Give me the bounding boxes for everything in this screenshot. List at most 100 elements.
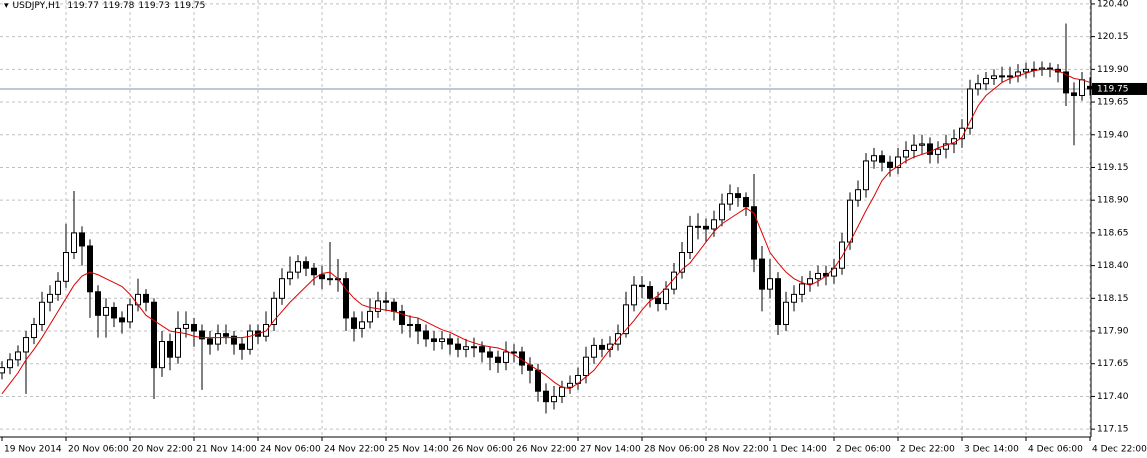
candle-body [231,335,237,345]
candle-body [359,321,365,329]
candle-body [551,395,557,403]
x-tick-label: 3 Dec 14:00 [964,445,1019,455]
candle-body [271,297,277,325]
candle-body [479,346,485,353]
candle-body [143,293,149,303]
candle-body [0,367,5,374]
y-tick-label: 117.90 [1097,327,1129,337]
candle-body [727,193,733,205]
candle-body [679,252,685,273]
candle-body [871,155,877,162]
header-low: 119.73 [138,1,170,11]
x-tick-label: 25 Nov 14:00 [388,445,449,455]
candle-body [215,333,221,345]
candle-body [927,143,933,155]
candle-body [799,283,805,295]
candle-body [935,148,941,155]
candle-body [495,356,501,363]
candle-body [207,338,213,345]
candle-body [767,278,773,290]
candle-body [223,333,229,337]
candle-body [559,386,565,397]
candle-body [167,340,173,358]
x-tick-label: 24 Nov 06:00 [260,445,321,455]
y-tick-label: 117.15 [1097,425,1129,435]
candle-body [79,232,85,247]
header-icon: ▾ [4,1,9,11]
x-tick-label: 2 Dec 06:00 [836,445,891,455]
x-tick-label: 19 Nov 2014 [4,445,62,455]
candle-body [31,323,37,339]
candle-body [295,261,301,273]
candle-body [47,293,53,303]
candle-body [511,351,517,354]
candle-body [879,155,885,163]
candle-body [775,278,781,325]
candle-body [655,297,661,305]
candle-body [1071,92,1077,97]
candle-body [343,278,349,319]
candle-body [39,301,45,325]
candle-body [591,344,597,358]
candle-body [743,197,749,208]
chart-header: ▾ USDJPY,H1 119.77 119.78 119.73 119.75 [4,1,209,11]
x-tick-label: 28 Nov 06:00 [644,445,705,455]
y-tick-label: 117.40 [1097,392,1129,402]
candle-body [1079,79,1085,97]
candle-body [191,323,197,332]
moving-average [1,68,1091,395]
candle-body [319,274,325,280]
candle-body [119,317,125,323]
candle-body [647,286,653,299]
candle-body [663,288,669,305]
y-tick-label: 118.65 [1097,228,1129,238]
y-tick-label: 119.15 [1097,163,1129,173]
candle-body [783,301,789,325]
symbol: USDJPY,H1 [12,1,61,11]
header-close: 119.75 [173,1,206,11]
candle-body [391,301,397,312]
candle-body [895,156,901,168]
candle-body [847,199,853,243]
candle-body [63,252,69,282]
candle-body [55,280,61,295]
candle-body [471,346,477,349]
candle-body [791,293,797,303]
y-tick-label: 119.40 [1097,130,1129,140]
candle-body [303,261,309,269]
candle-body [543,390,549,403]
candle-body [919,143,925,146]
candle-body [175,327,181,358]
header-high: 119.78 [102,1,135,11]
y-tick-label: 119.65 [1097,98,1129,108]
candle-body [599,344,605,350]
candle-body [671,271,677,290]
y-tick-label: 117.65 [1097,359,1129,369]
candle-body [199,330,205,340]
candle-body [695,225,701,228]
candle-body [327,278,333,281]
candle-body [159,340,165,369]
candle-body [887,161,893,168]
candle-body [111,306,117,319]
x-tick-label: 27 Nov 14:00 [580,445,641,455]
x-tick-label: 20 Nov 22:00 [132,445,193,455]
candle-body [279,278,285,299]
candle-body [719,203,725,221]
candle-body [87,245,93,293]
x-tick-label: 4 Dec 22:00 [1092,445,1147,455]
candle-body [383,300,389,303]
candle-body [567,382,573,388]
y-tick-label: 120.15 [1097,32,1129,42]
candle-body [983,78,989,85]
candle-body [415,323,421,332]
x-tick-label: 26 Nov 06:00 [452,445,513,455]
candle-body [463,346,469,350]
y-tick-label: 118.40 [1097,261,1129,271]
candle-body [239,343,245,350]
candle-body [367,310,373,323]
x-tick-label: 20 Nov 06:00 [68,445,129,455]
candle-body [999,75,1005,78]
